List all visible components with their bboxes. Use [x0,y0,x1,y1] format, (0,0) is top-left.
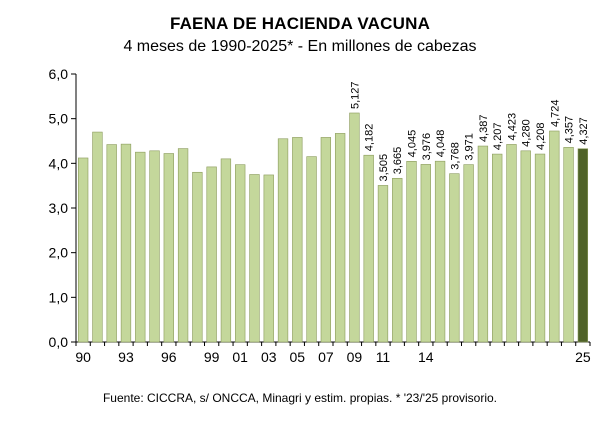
data-label: 3,768 [449,142,461,170]
bar [292,137,303,343]
x-tick-label: 96 [161,349,177,365]
data-label: 3,505 [378,154,390,182]
bar [220,158,232,343]
data-label: 4,182 [364,124,376,152]
data-label: 4,357 [564,116,576,144]
bar [306,156,317,343]
bar [77,157,89,343]
bar [92,131,103,343]
bar [377,185,389,343]
chart-subtitle: 4 meses de 1990-2025* - En millones de c… [123,38,477,55]
bar [192,171,203,343]
bar [463,164,474,343]
bar [163,153,174,343]
y-tick-label: 3,0 [49,200,69,216]
data-label: 4,423 [506,113,518,141]
source-note: Fuente: CICCRA, s/ ONCCA, Minagri y esti… [102,391,498,405]
x-tick-label: 11 [376,349,391,365]
bar [149,150,160,343]
bar [520,150,531,343]
bar [363,154,374,343]
data-label: 4,207 [492,123,504,151]
bar [549,130,560,343]
chart-title: FAENA DE HACIENDA VACUNA [169,14,431,33]
bar [334,133,346,343]
bar [349,112,360,343]
bar [135,151,146,343]
bar [277,138,289,343]
x-tick-label: 09 [347,349,363,365]
y-tick-label: 2,0 [49,245,69,261]
y-tick-label: 0,0 [49,334,69,350]
bar [477,145,489,343]
x-tick-label: 14 [418,349,434,365]
bar [177,148,189,343]
bar [492,153,503,343]
bar [106,144,117,343]
x-tick-label: 25 [575,349,591,365]
x-tick-label: 03 [261,349,277,365]
bar [263,174,274,343]
bar [434,160,446,343]
data-label: 4,208 [535,123,547,151]
data-label: 4,048 [435,130,447,158]
data-label: 3,976 [421,133,433,161]
data-label: 3,971 [464,133,476,161]
data-label: 3,665 [392,147,404,175]
bar [563,147,574,343]
x-tick-label: 90 [75,349,91,365]
y-tick-label: 1,0 [49,289,69,305]
y-tick-label: 5,0 [49,111,69,127]
x-tick-label: 01 [232,349,248,365]
bar [392,177,403,343]
bar [120,143,132,343]
bar [206,166,217,343]
bar [249,174,260,343]
bar [577,148,589,343]
y-tick-label: 6,0 [49,66,69,82]
bar [235,164,246,343]
bar [420,164,431,343]
x-tick-label: 99 [204,349,220,365]
bar [449,173,460,343]
x-tick-label: 93 [118,349,134,365]
bar [320,137,332,343]
x-tick-label: 07 [318,349,334,365]
bar [534,153,546,343]
bar [406,161,417,343]
bar [506,144,517,343]
data-label: 4,724 [549,99,561,127]
x-tick-label: 05 [290,349,306,365]
data-label: 4,045 [407,130,419,158]
data-label: 4,387 [478,115,490,143]
data-label: 5,127 [349,81,361,109]
data-label: 4,327 [578,117,590,145]
data-label: 4,280 [521,119,533,147]
y-tick-label: 4,0 [49,155,69,171]
